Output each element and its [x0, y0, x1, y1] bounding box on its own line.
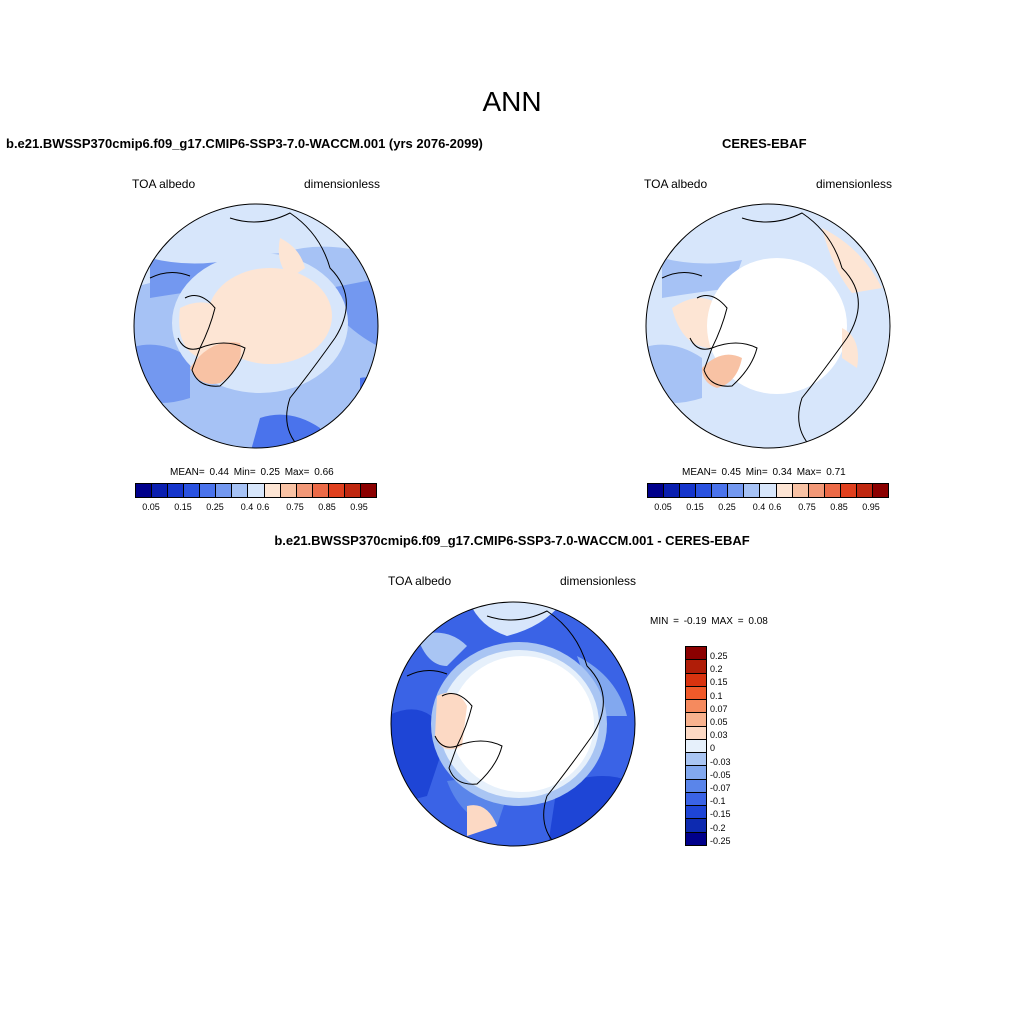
obs-colorbar-swatch — [840, 484, 857, 497]
obs-colorbar-tick-label: 0.05 — [654, 502, 672, 512]
diff-colorbar-tick-label: 0.05 — [710, 716, 728, 727]
diff-polar-map — [390, 601, 636, 847]
model-colorbar-swatch — [216, 484, 233, 497]
obs-colorbar-swatch — [648, 484, 665, 497]
obs-colorbar-swatch — [808, 484, 825, 497]
model-panel-title: b.e21.BWSSP370cmip6.f09_g17.CMIP6-SSP3-7… — [6, 136, 483, 151]
diff-colorbar-tick-label: -0.1 — [710, 796, 726, 807]
obs-colorbar-swatch — [792, 484, 809, 497]
obs-colorbar-swatch — [744, 484, 761, 497]
diff-colorbar-swatch — [686, 779, 706, 793]
obs-polar-map — [645, 203, 891, 449]
model-colorbar-swatch — [280, 484, 297, 497]
model-stats: MEAN= 0.44 Min= 0.25 Max= 0.66 — [170, 467, 334, 478]
diff-colorbar-swatch — [686, 832, 706, 845]
obs-colorbar-tick-label: 0.25 — [718, 502, 736, 512]
diff-colorbar-tick-label: -0.15 — [710, 809, 731, 820]
diff-colorbar-labels: 0.25 0.2 0.15 0.1 0.07 0.05 0.03 0 -0.03 -0.05 -0.… — [710, 646, 750, 846]
model-colorbar-tick-label: 0.85 — [318, 502, 336, 512]
model-units-label: dimensionless — [304, 177, 381, 191]
model-colorbar — [135, 483, 377, 498]
diff-colorbar — [685, 646, 707, 846]
obs-colorbar-swatch — [712, 484, 729, 497]
figure-title: ANN — [482, 86, 542, 117]
model-colorbar-tick-label: 0.05 — [142, 502, 160, 512]
model-colorbar-tick-label: 0.6 — [256, 502, 270, 512]
model-colorbar-swatch — [232, 484, 249, 497]
diff-colorbar-swatch — [686, 753, 706, 767]
diff-colorbar-swatch — [686, 739, 706, 754]
obs-panel-title: CERES-EBAF — [722, 136, 807, 151]
diff-colorbar-tick-label: -0.03 — [710, 756, 731, 767]
obs-colorbar-tick-label: 0.15 — [686, 502, 704, 512]
diff-colorbar-swatch — [686, 726, 706, 740]
diff-colorbar-swatch — [686, 806, 706, 820]
obs-colorbar-swatch — [760, 484, 777, 497]
model-colorbar-swatch — [200, 484, 217, 497]
model-colorbar-tick-label: 0.15 — [174, 502, 192, 512]
obs-colorbar-tick-label: 0.6 — [768, 502, 782, 512]
diff-colorbar-swatch — [686, 660, 706, 674]
obs-variable-label: TOA albedo — [644, 177, 708, 191]
diff-colorbar-swatch — [686, 686, 706, 701]
diff-colorbar-swatch — [686, 713, 706, 727]
diff-colorbar-tick-label: 0.07 — [710, 703, 728, 714]
obs-colorbar-swatch — [776, 484, 793, 497]
model-colorbar-swatch — [152, 484, 169, 497]
obs-colorbar-swatch — [728, 484, 745, 497]
obs-colorbar-swatch — [680, 484, 697, 497]
diff-colorbar-swatch — [686, 673, 706, 687]
diff-colorbar-tick-label: -0.05 — [710, 769, 731, 780]
diff-colorbar-tick-label: -0.25 — [710, 835, 731, 846]
model-colorbar-swatch — [264, 484, 281, 497]
model-colorbar-swatch — [136, 484, 153, 497]
diff-colorbar-tick-label: -0.2 — [710, 822, 726, 833]
diff-variable-label: TOA albedo — [388, 574, 452, 588]
diff-colorbar-tick-label: -0.07 — [710, 782, 731, 793]
model-colorbar-tick-label: 0.4 — [240, 502, 254, 512]
model-colorbar-swatch — [328, 484, 345, 497]
obs-colorbar-tick-label: 0.75 — [798, 502, 816, 512]
model-colorbar-tick-label: 0.25 — [206, 502, 224, 512]
obs-colorbar — [647, 483, 889, 498]
diff-colorbar-tick-label: 0 — [710, 743, 716, 754]
diff-colorbar-tick-label: 0.1 — [710, 690, 723, 701]
diff-stats: MIN = -0.19 MAX = 0.08 — [650, 616, 768, 627]
obs-colorbar-swatch — [824, 484, 841, 497]
model-colorbar-swatch — [360, 484, 376, 497]
diff-colorbar-tick-label: 0.25 — [710, 650, 728, 661]
obs-colorbar-swatch — [664, 484, 681, 497]
obs-colorbar-swatch — [872, 484, 888, 497]
diff-units-label: dimensionless — [560, 574, 637, 588]
obs-colorbar-swatch — [856, 484, 873, 497]
diff-colorbar-swatch — [686, 819, 706, 833]
model-colorbar-tick-label: 0.75 — [286, 502, 304, 512]
model-colorbar-swatch — [184, 484, 201, 497]
model-colorbar-tick-label: 0.95 — [350, 502, 368, 512]
obs-colorbar-tick-label: 0.4 — [752, 502, 766, 512]
model-variable-label: TOA albedo — [132, 177, 196, 191]
model-colorbar-swatch — [168, 484, 185, 497]
obs-colorbar-tick-label: 0.85 — [830, 502, 848, 512]
model-colorbar-swatch — [248, 484, 265, 497]
diff-colorbar-swatch — [686, 647, 706, 661]
diff-colorbar-tick-label: 0.03 — [710, 730, 728, 741]
model-colorbar-labels: 0.05 0.15 0.25 0.4 0.6 0.75 0.85 0.95 — [135, 502, 375, 514]
diff-colorbar-tick-label: 0.2 — [710, 664, 723, 675]
diff-colorbar-swatch — [686, 766, 706, 780]
obs-stats: MEAN= 0.45 Min= 0.34 Max= 0.71 — [682, 467, 846, 478]
obs-units-label: dimensionless — [816, 177, 893, 191]
diff-colorbar-swatch — [686, 700, 706, 714]
obs-colorbar-swatch — [696, 484, 713, 497]
model-colorbar-swatch — [296, 484, 313, 497]
diff-colorbar-swatch — [686, 792, 706, 807]
model-colorbar-swatch — [344, 484, 361, 497]
model-colorbar-swatch — [312, 484, 329, 497]
model-polar-map — [133, 203, 379, 449]
obs-colorbar-labels: 0.05 0.15 0.25 0.4 0.6 0.75 0.85 0.95 — [647, 502, 887, 514]
obs-colorbar-tick-label: 0.95 — [862, 502, 880, 512]
diff-panel-title: b.e21.BWSSP370cmip6.f09_g17.CMIP6-SSP3-7… — [274, 533, 750, 548]
diff-colorbar-tick-label: 0.15 — [710, 677, 728, 688]
